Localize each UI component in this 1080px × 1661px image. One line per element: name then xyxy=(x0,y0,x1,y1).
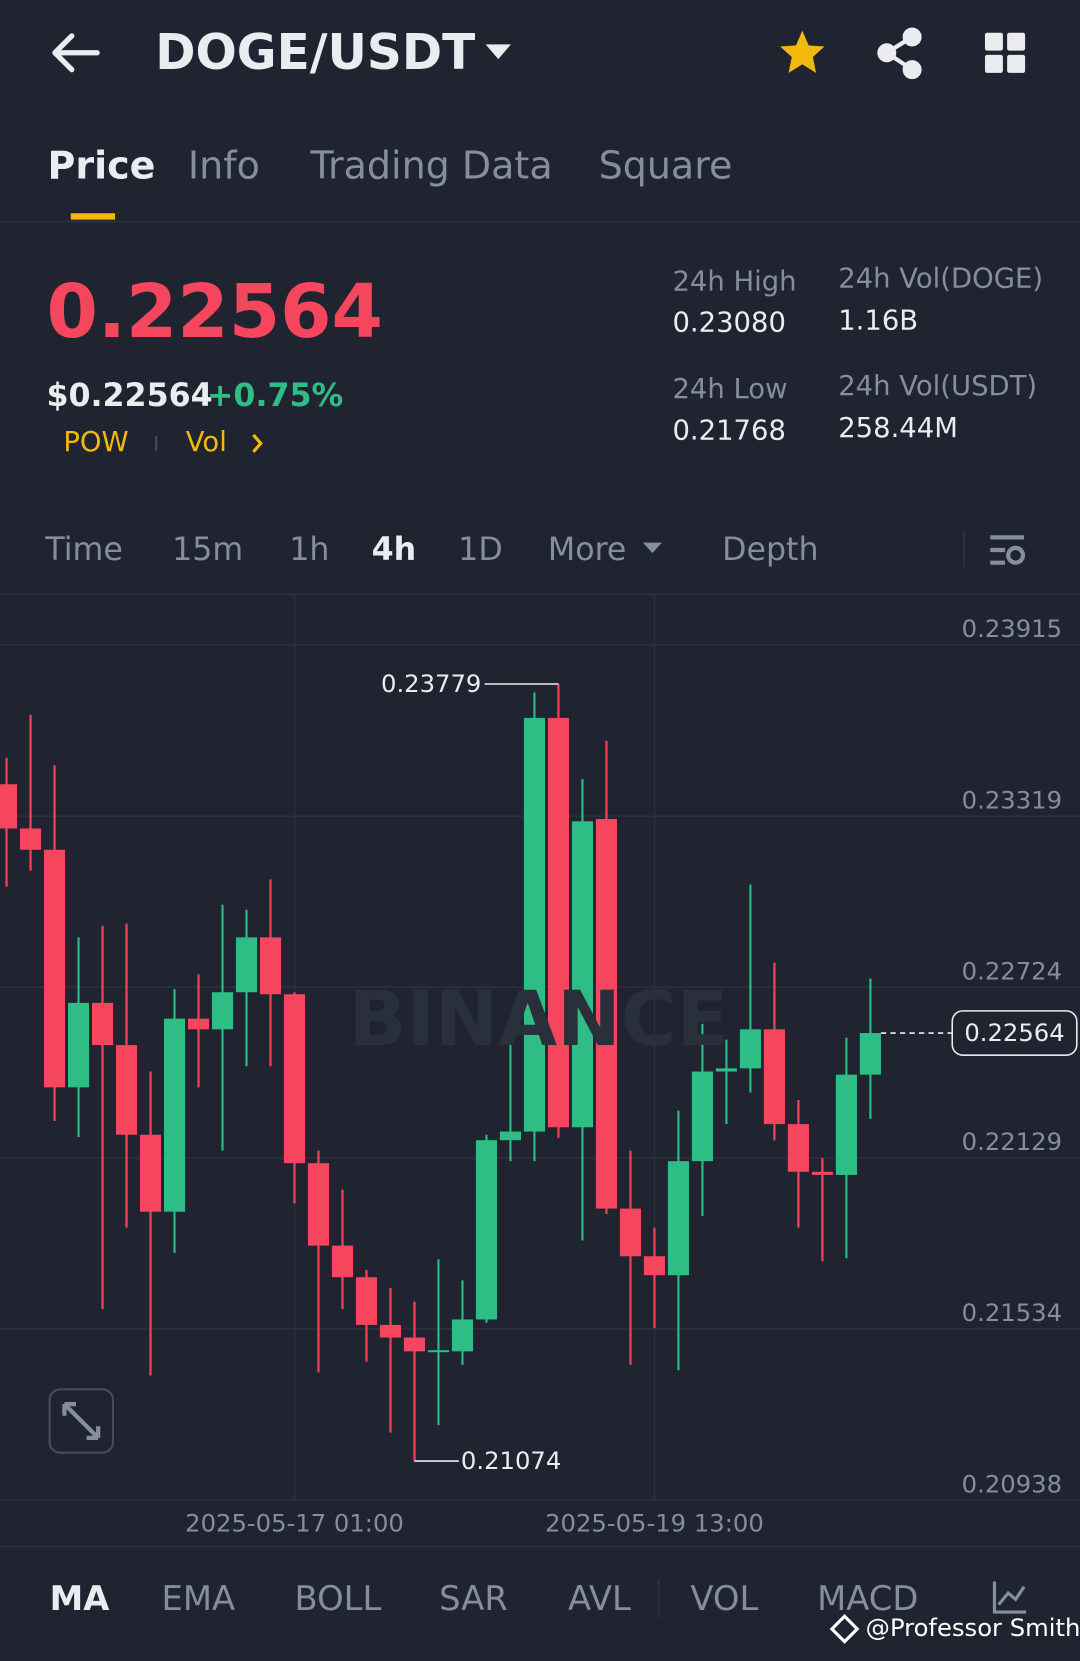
candle-body xyxy=(139,1134,162,1212)
y-tick-label: 0.22724 xyxy=(962,956,1062,985)
chart-watermark: BINANCE xyxy=(348,974,728,1063)
candle-body xyxy=(307,1163,330,1246)
candle-body xyxy=(475,1140,498,1320)
candle-body xyxy=(595,819,618,1209)
candle-body xyxy=(283,994,306,1164)
chart: 0.23915 0.23319 0.22724 0.22129 0.21534 0.209… xyxy=(0,594,1080,1537)
chevron xyxy=(252,433,263,453)
candle-body xyxy=(427,1350,450,1353)
y-tick-label: 0.21534 xyxy=(962,1298,1062,1327)
candle-body xyxy=(571,821,594,1128)
high-label: 0.23779 xyxy=(381,669,481,698)
low-label: 0.21074 xyxy=(461,1446,561,1475)
tab[interactable]: Trading Data xyxy=(309,143,552,187)
candle-body xyxy=(715,1068,737,1072)
candle-body xyxy=(859,1033,881,1075)
stat-label: 24h Vol(DOGE) xyxy=(838,263,1043,294)
candle-body xyxy=(739,1029,761,1069)
stat-value: 0.21768 xyxy=(672,415,785,446)
interval[interactable]: 1D xyxy=(458,532,503,568)
candle-body xyxy=(211,992,234,1030)
tab[interactable]: Square xyxy=(599,143,733,187)
favorite-star[interactable] xyxy=(780,30,825,73)
candle-body xyxy=(691,1071,713,1162)
last-price-box xyxy=(951,1010,1078,1056)
indicator[interactable]: VOL xyxy=(690,1579,758,1618)
candle-body xyxy=(403,1337,426,1352)
candle-body xyxy=(163,1018,186,1212)
candle-body xyxy=(91,1002,114,1046)
expand-icon xyxy=(62,1401,101,1440)
x-tick-label: 2025-05-17 01:00 xyxy=(185,1508,404,1537)
stat-label: 24h High xyxy=(672,266,796,297)
candle-body xyxy=(499,1131,522,1141)
candle-body xyxy=(187,1018,210,1030)
tag[interactable]: POW xyxy=(63,427,128,458)
interval[interactable]: Depth xyxy=(722,532,818,568)
candle-body xyxy=(355,1277,378,1325)
tab[interactable]: Info xyxy=(188,143,260,187)
tab-indicator xyxy=(70,213,116,220)
candle-body xyxy=(619,1208,641,1257)
candle-body xyxy=(523,717,546,1132)
y-tick-label: 0.22129 xyxy=(962,1127,1062,1156)
candle-body xyxy=(763,1029,785,1125)
interval[interactable]: More xyxy=(548,532,626,568)
pair-title[interactable]: DOGE/USDT xyxy=(155,25,475,81)
indicator[interactable]: AVL xyxy=(568,1579,631,1618)
indicator[interactable]: BOLL xyxy=(295,1579,382,1618)
candle-body xyxy=(835,1074,857,1175)
price-change: +0.75% xyxy=(207,378,343,414)
expand-button[interactable] xyxy=(48,1388,115,1454)
candle-body xyxy=(115,1045,138,1135)
candle-body xyxy=(0,784,18,829)
more-dropdown[interactable] xyxy=(642,542,662,554)
x-tick-label: 2025-05-19 13:00 xyxy=(545,1508,764,1537)
indicator[interactable]: SAR xyxy=(439,1579,508,1618)
candle-body xyxy=(451,1319,474,1352)
y-tick-label: 0.23319 xyxy=(962,785,1062,814)
candle-body xyxy=(811,1171,833,1175)
chart-settings[interactable] xyxy=(990,535,1026,565)
candle-body xyxy=(547,717,570,1128)
stat-value: 1.16B xyxy=(838,305,918,336)
last-price: 0.22564 xyxy=(46,269,382,355)
user-watermark: @Professor Smith xyxy=(866,1613,1080,1642)
interval[interactable]: 1h xyxy=(289,532,329,568)
stat-value: 0.23080 xyxy=(672,308,785,339)
candle-body xyxy=(667,1161,689,1276)
stat-label: 24h Vol(USDT) xyxy=(838,371,1037,402)
indicator-settings[interactable] xyxy=(992,1581,1027,1614)
grid-menu[interactable] xyxy=(984,32,1026,73)
share-button[interactable] xyxy=(877,27,922,80)
stat-value: 258.44M xyxy=(838,413,958,444)
indicator[interactable]: MACD xyxy=(817,1579,918,1618)
candle-body xyxy=(643,1256,665,1276)
back-button[interactable] xyxy=(52,33,100,73)
y-tick-label: 0.23915 xyxy=(962,614,1062,643)
stat-label: 24h Low xyxy=(672,374,787,405)
interval[interactable]: Time xyxy=(44,532,122,568)
candle-body xyxy=(379,1324,402,1338)
interval[interactable]: 4h xyxy=(372,532,417,568)
candle-body xyxy=(331,1245,354,1278)
candle-body xyxy=(259,937,282,995)
interval[interactable]: 15m xyxy=(172,532,243,568)
candle-body xyxy=(787,1124,809,1172)
pair-dropdown[interactable] xyxy=(485,44,511,60)
tag[interactable]: Vol xyxy=(186,427,227,458)
watermark-logo xyxy=(829,1614,860,1644)
indicator[interactable]: EMA xyxy=(162,1579,236,1618)
last-price-label: 0.22564 xyxy=(964,1018,1064,1047)
candle-body xyxy=(43,849,66,1088)
tab[interactable]: Price xyxy=(48,143,156,187)
indicator[interactable]: MA xyxy=(50,1579,110,1618)
y-tick-label: 0.20938 xyxy=(962,1469,1062,1498)
candle-body xyxy=(67,1002,90,1088)
usd-price: $0.22564 xyxy=(46,378,212,414)
candle-body xyxy=(19,828,42,850)
candle-body xyxy=(235,937,258,993)
